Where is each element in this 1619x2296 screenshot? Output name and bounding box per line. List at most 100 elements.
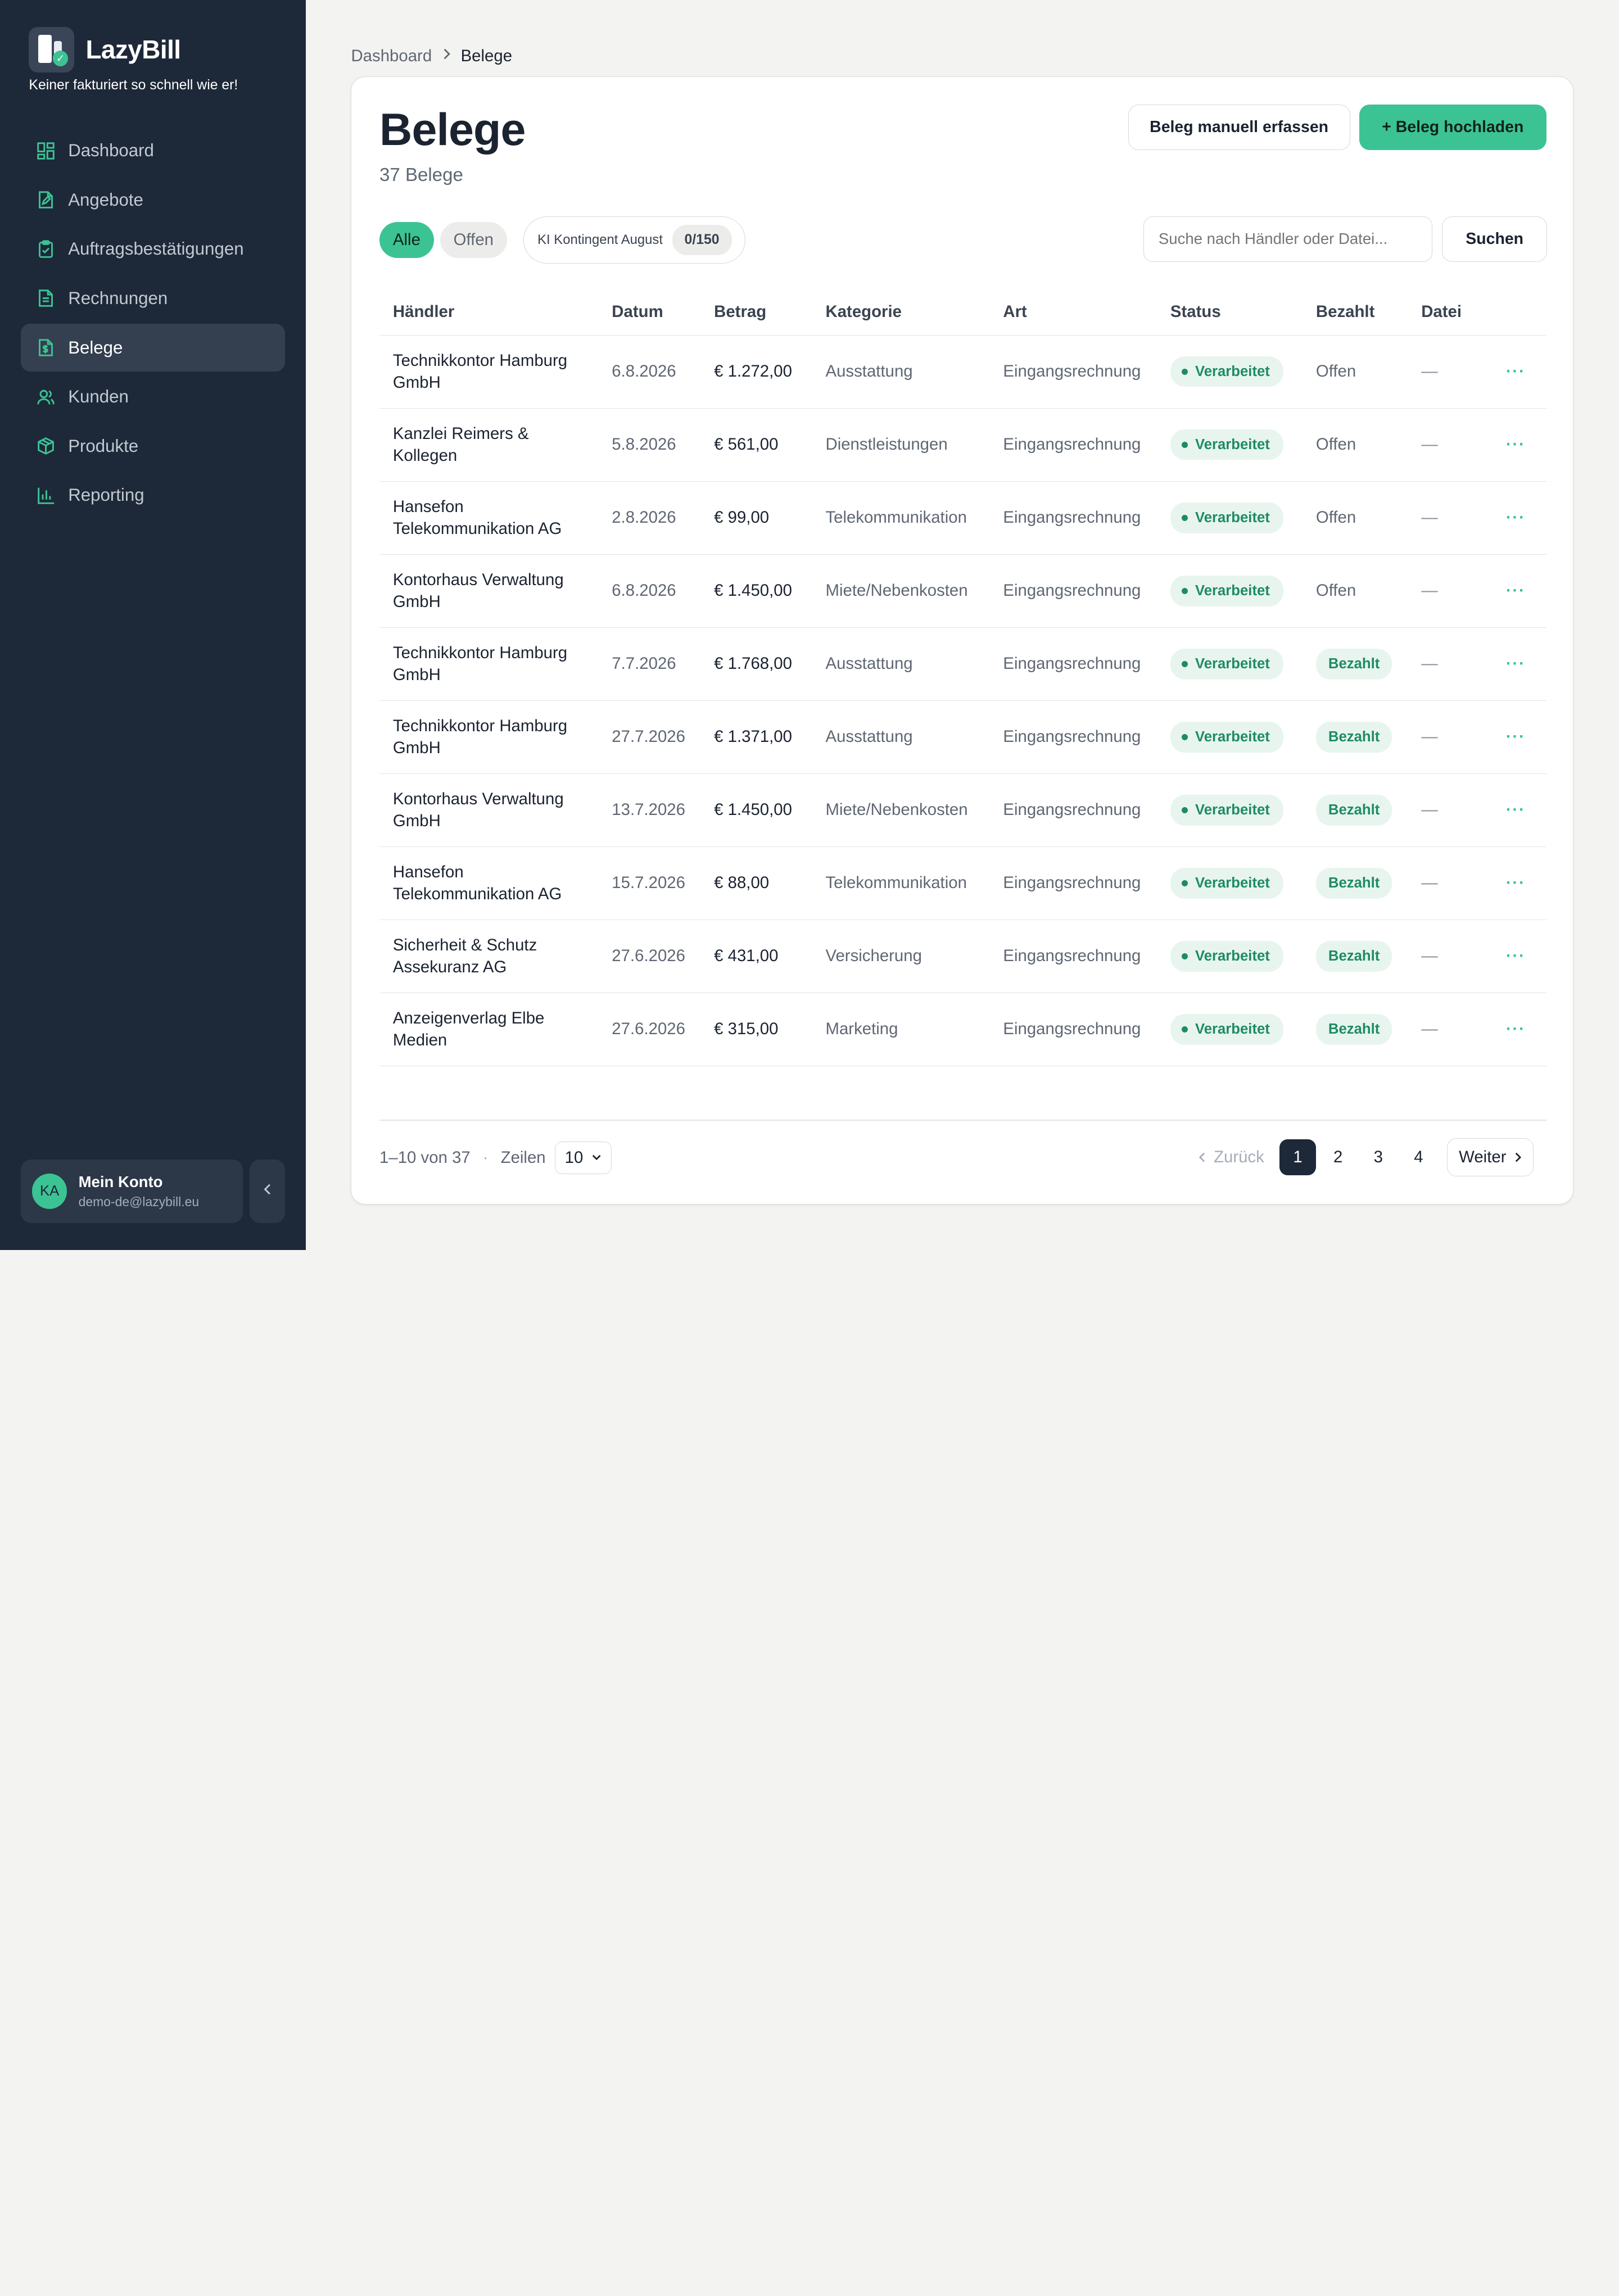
amount-cell: € 99,00 [700,481,812,555]
page-1-button[interactable]: 1 [1279,1139,1316,1176]
rows-per-page-select[interactable]: 10 [555,1141,612,1175]
brand[interactable]: ✓ LazyBill [29,26,181,73]
previous-page-button[interactable]: Zurück [1199,1148,1264,1167]
date-cell: 15.7.2026 [598,846,701,920]
sidebar-item-auftragsbestaetigungen[interactable]: Auftragsbestätigungen [21,225,285,273]
sidebar-item-belege[interactable]: Belege [20,324,285,372]
table-row[interactable]: Kontorhaus Verwaltung GmbH 6.8.2026 € 1.450… [379,554,1546,628]
page-4-button[interactable]: 4 [1414,1148,1423,1166]
merchant-name-line1: Kontorhaus Verwaltung [392,570,564,589]
column-header-betrag[interactable]: Betrag [700,289,812,336]
status-label: Verarbeitet [1195,655,1270,672]
table-row[interactable]: Hansefon Telekommunikation AG 2.8.2026 € 99… [379,481,1546,555]
column-header-datei[interactable]: Datei [1408,289,1472,336]
next-page-button[interactable]: Weiter [1446,1138,1534,1176]
table-row[interactable]: Kanzlei Reimers & Kollegen 5.8.2026 € 561,0… [379,408,1546,482]
file-cell: — [1408,335,1472,409]
upload-receipt-button[interactable]: + Beleg hochladen [1359,105,1546,151]
page-2-button[interactable]: 2 [1333,1148,1343,1166]
actions-cell: ··· [1472,846,1546,920]
merchant-cell: Technikkontor Hamburg GmbH [379,335,599,409]
search-input[interactable] [1143,216,1433,262]
more-options-icon[interactable]: ··· [1505,362,1526,381]
file-edit-icon [36,190,56,210]
column-header-kategorie[interactable]: Kategorie [812,289,990,336]
merchant-name-line1: Technikkontor Hamburg [392,643,568,662]
breadcrumb-dashboard-link[interactable]: Dashboard [351,46,432,65]
manual-entry-button[interactable]: Beleg manuell erfassen [1128,105,1350,151]
more-options-icon[interactable]: ··· [1505,873,1526,893]
sidebar-item-kunden[interactable]: Kunden [21,373,285,420]
more-options-icon[interactable]: ··· [1505,435,1526,454]
file-cell: — [1408,627,1472,701]
status-label: Verarbeitet [1195,728,1270,745]
category-cell: Ausstattung [812,335,990,409]
table-row[interactable]: Technikkontor Hamburg GmbH 7.7.2026 € 1.768… [379,627,1546,701]
table-row[interactable]: Technikkontor Hamburg GmbH 27.7.2026 € 1.37… [379,700,1546,774]
table-row[interactable]: Anzeigenverlag Elbe Medien 27.6.2026 € 315,… [379,993,1546,1066]
status-dot-icon [1182,880,1188,886]
more-options-icon[interactable]: ··· [1505,654,1526,673]
sidebar-item-produkte[interactable]: Produkte [21,422,285,469]
actions-cell: ··· [1472,481,1546,555]
collapse-sidebar-button[interactable] [250,1159,285,1224]
table-row[interactable]: Technikkontor Hamburg GmbH 6.8.2026 € 1.272… [379,335,1546,409]
type-cell: Eingangsrechnung [989,408,1157,482]
column-header-status[interactable]: Status [1157,289,1303,336]
sidebar-item-reporting[interactable]: Reporting [21,472,285,519]
more-options-icon[interactable]: ··· [1505,1020,1526,1039]
column-header-bezahlt[interactable]: Bezahlt [1303,289,1408,336]
more-options-icon[interactable]: ··· [1505,727,1526,746]
more-options-icon[interactable]: ··· [1505,581,1526,600]
sidebar-item-angebote[interactable]: Angebote [21,176,285,224]
ai-quota: KI Kontingent August 0/150 [523,216,746,264]
more-options-icon[interactable]: ··· [1505,508,1526,527]
status-label: Verarbeitet [1195,875,1270,891]
sidebar-item-label: Angebote [68,189,143,210]
status-dot-icon [1182,441,1188,448]
merchant-name-line2: GmbH [392,812,441,831]
table-row[interactable]: Sicherheit & Schutz Assekuranz AG 27.6.202… [379,920,1546,993]
actions-cell: ··· [1472,700,1546,774]
date-cell: 27.7.2026 [598,700,701,774]
table-row[interactable]: Kontorhaus Verwaltung GmbH 13.7.2026 € 1.45… [379,773,1546,847]
status-cell: Verarbeitet [1157,408,1303,482]
sidebar-item-dashboard[interactable]: Dashboard [21,127,285,174]
breadcrumb-current: Belege [460,46,513,65]
paid-badge: Bezahlt [1315,648,1392,680]
merchant-name-line1: Hansefon [392,862,464,881]
search-button[interactable]: Suchen [1442,216,1548,262]
table-row[interactable]: Hansefon Telekommunikation AG 15.7.2026 € 8… [379,846,1546,920]
date-cell: 7.7.2026 [598,627,701,701]
status-badge: Verarbeitet [1170,794,1283,826]
merchant-cell: Kanzlei Reimers & Kollegen [379,408,599,482]
type-cell: Eingangsrechnung [989,993,1157,1066]
type-cell: Eingangsrechnung [989,920,1157,993]
sidebar-item-label: Belege [68,337,123,357]
sidebar-nav: Dashboard Angebote Auftragsbestätigungen… [20,127,285,521]
category-cell: Ausstattung [812,700,990,774]
merchant-name-line2: Telekommunikation AG [392,519,562,538]
date-cell: 6.8.2026 [598,554,701,628]
merchant-name-line1: Technikkontor Hamburg [392,351,568,370]
column-header-actions [1472,289,1546,336]
more-options-icon[interactable]: ··· [1505,800,1526,819]
chevron-down-icon [591,1154,602,1161]
sidebar-item-rechnungen[interactable]: Rechnungen [21,275,285,322]
type-cell: Eingangsrechnung [989,700,1157,774]
actions-cell: ··· [1472,335,1546,409]
page-3-button[interactable]: 3 [1373,1148,1383,1166]
page-title: Belege [379,104,526,155]
actions-cell: ··· [1472,627,1546,701]
merchant-cell: Anzeigenverlag Elbe Medien [379,993,599,1066]
column-header-datum[interactable]: Datum [598,289,701,336]
status-label: Verarbeitet [1195,948,1270,964]
category-cell: Dienstleistungen [812,408,990,482]
column-header-art[interactable]: Art [989,289,1157,336]
status-cell: Verarbeitet [1157,335,1303,409]
filter-open[interactable]: Offen [440,221,507,259]
account-menu[interactable]: KA Mein Konto demo-de@lazybill.eu [20,1159,243,1224]
filter-all[interactable]: Alle [379,221,434,259]
more-options-icon[interactable]: ··· [1505,947,1526,966]
column-header-haendler[interactable]: Händler [379,289,599,336]
